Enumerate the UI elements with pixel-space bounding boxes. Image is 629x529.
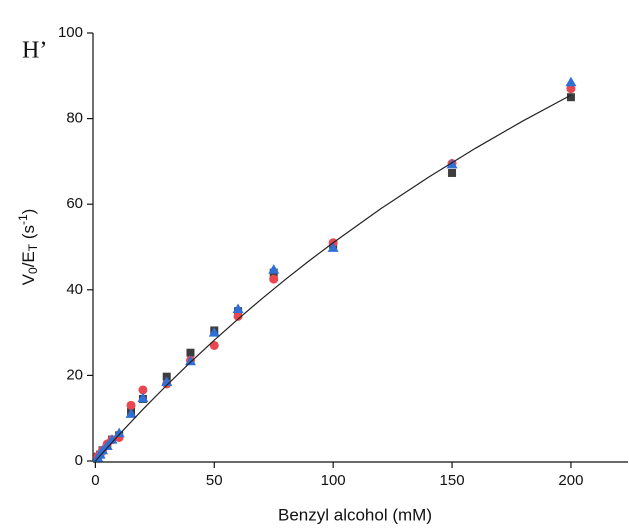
triangle-point — [446, 158, 458, 169]
circle-point — [209, 340, 219, 350]
x-axis-label: Benzyl alcohol (mM) — [278, 505, 432, 524]
triangle-point — [161, 376, 173, 386]
y-label-part: (s — [19, 225, 38, 244]
triangle-point — [106, 434, 118, 444]
triangle-point — [137, 392, 149, 403]
triangle-point — [101, 440, 113, 451]
x-tick-label: 200 — [558, 472, 583, 489]
y-tick-label: 100 — [58, 24, 83, 41]
circle-point — [138, 385, 148, 395]
triangle-point — [125, 408, 137, 418]
y-tick-label: 40 — [66, 281, 83, 298]
triangle-point — [565, 76, 577, 87]
y-label-part: /E — [19, 251, 38, 267]
y-label-part: 0 — [26, 267, 40, 274]
triangle-point — [184, 355, 196, 366]
panel-label: H’ — [22, 38, 47, 64]
y-tick-label: 80 — [66, 110, 83, 127]
circle-point — [566, 84, 576, 94]
triangle-point — [232, 303, 244, 314]
triangle-point — [327, 242, 339, 252]
x-tick-label: 100 — [321, 472, 346, 489]
x-tick-label: 150 — [440, 472, 465, 489]
triangle-point — [268, 264, 280, 274]
y-axis-label: V0/ET (s-1) — [16, 209, 40, 286]
y-label-part: -1 — [16, 214, 30, 225]
circle-point — [233, 311, 243, 321]
square-point — [448, 168, 457, 177]
triangle-point — [113, 427, 125, 438]
fit-line — [94, 94, 572, 462]
y-label-part: V — [19, 273, 38, 285]
x-tick-label: 0 — [91, 472, 99, 489]
square-point — [566, 93, 575, 102]
circle-point — [269, 274, 279, 284]
y-tick-label: 60 — [66, 195, 83, 212]
y-tick-label: 20 — [66, 366, 83, 383]
x-tick-label: 50 — [206, 472, 223, 489]
triangle-point — [208, 327, 220, 337]
y-tick-label: 0 — [75, 452, 83, 469]
y-label-part: T — [26, 243, 40, 251]
y-label-part: ) — [19, 209, 38, 215]
circle-point — [126, 400, 136, 410]
square-point — [186, 348, 195, 357]
